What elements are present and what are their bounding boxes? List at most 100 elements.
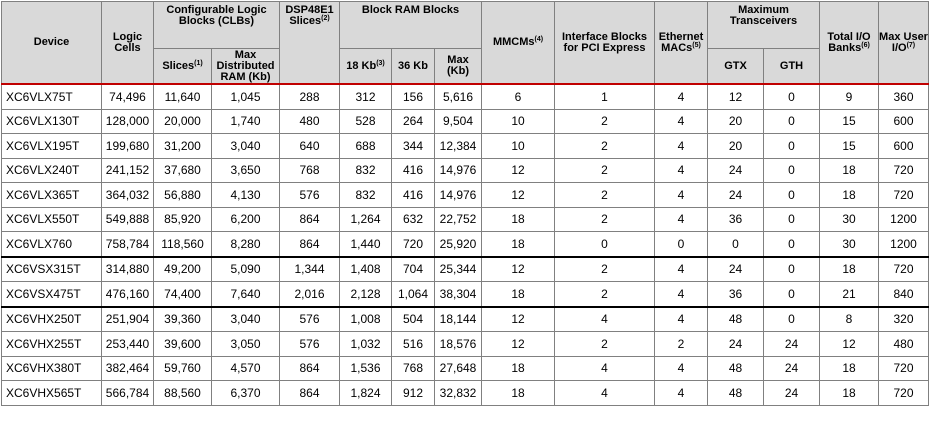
cell-slices: 49,200	[153, 255, 212, 282]
cell-pcie-blocks: 2	[554, 331, 655, 357]
cell-dsp-slices: 640	[279, 133, 340, 159]
cell-device: XC6VLX75T	[1, 83, 102, 110]
cell-device: XC6VHX565T	[1, 380, 102, 406]
cell-bram-18kb: 688	[339, 133, 392, 159]
cell-mmcms: 10	[481, 108, 555, 134]
col-ethernet-macs: Ethernet MACs(5)	[654, 1, 708, 85]
cell-gtx: 12	[707, 83, 764, 110]
cell-bram-18kb: 1,536	[339, 355, 392, 381]
cell-ethernet-macs: 4	[654, 281, 708, 307]
virtex6-device-table: Device Logic Cells Configurable Logic Bl…	[1, 1, 929, 406]
cell-max-dist-ram: 6,200	[211, 206, 280, 232]
cell-device: XC6VHX380T	[1, 355, 102, 381]
table-row: XC6VSX475T 476,160 74,400 7,640 2,016 2,128 1,…	[1, 281, 929, 307]
cell-pcie-blocks: 2	[554, 108, 655, 134]
table-row: XC6VLX550T 549,888 85,920 6,200 864 1,264 632 2…	[1, 206, 929, 232]
cell-dsp-slices: 2,016	[279, 281, 340, 307]
cell-bram-18kb: 1,824	[339, 380, 392, 406]
cell-max-dist-ram: 3,650	[211, 157, 280, 183]
cell-gtx: 36	[707, 206, 764, 232]
table-row: XC6VLX240T 241,152 37,680 3,650 768 832 416 14,…	[1, 157, 929, 183]
col-device: Device	[1, 1, 102, 85]
cell-bram-36kb: 704	[391, 255, 435, 282]
cell-gtx: 20	[707, 133, 764, 159]
col-max-user-io: Max User I/O(7)	[878, 1, 929, 85]
cell-slices: 59,760	[153, 355, 212, 381]
cell-gtx: 20	[707, 108, 764, 134]
col-io-banks: Total I/O Banks(6)	[819, 1, 880, 85]
cell-ethernet-macs: 4	[654, 83, 708, 110]
cell-max-dist-ram: 7,640	[211, 281, 280, 307]
cell-gtx: 36	[707, 281, 764, 307]
cell-logic-cells: 382,464	[101, 355, 154, 381]
cell-bram-18kb: 1,032	[339, 331, 392, 357]
cell-pcie-blocks: 4	[554, 380, 655, 406]
cell-ethernet-macs: 4	[654, 108, 708, 134]
cell-device: XC6VLX760	[1, 231, 102, 257]
cell-device: XC6VLX240T	[1, 157, 102, 183]
col-group-transceivers: Maximum Transceivers	[706, 1, 821, 49]
cell-max-dist-ram: 6,370	[211, 380, 280, 406]
cell-bram-max: 14,976	[434, 182, 482, 208]
cell-gth: 0	[762, 206, 821, 232]
cell-ethernet-macs: 4	[654, 182, 708, 208]
cell-bram-36kb: 768	[391, 355, 435, 381]
cell-slices: 31,200	[153, 133, 212, 159]
cell-bram-max: 22,752	[434, 206, 482, 232]
cell-logic-cells: 199,680	[101, 133, 154, 159]
cell-max-dist-ram: 3,040	[211, 133, 280, 159]
cell-bram-max: 25,920	[434, 231, 482, 257]
cell-slices: 20,000	[153, 108, 212, 134]
table-row: XC6VHX250T 251,904 39,360 3,040 576 1,008 504 1…	[1, 305, 929, 332]
cell-ethernet-macs: 4	[654, 380, 708, 406]
cell-bram-36kb: 912	[391, 380, 435, 406]
col-gtx: GTX	[707, 48, 764, 85]
cell-bram-18kb: 1,008	[339, 305, 392, 332]
cell-ethernet-macs: 4	[654, 206, 708, 232]
cell-gtx: 24	[707, 255, 764, 282]
cell-max-dist-ram: 4,130	[211, 182, 280, 208]
cell-device: XC6VSX475T	[1, 281, 102, 307]
cell-max-user-io: 720	[878, 355, 929, 381]
cell-gth: 0	[762, 83, 821, 110]
cell-mmcms: 12	[481, 305, 555, 332]
cell-io-banks: 12	[819, 331, 880, 357]
cell-mmcms: 12	[481, 331, 555, 357]
table-row: XC6VLX760 758,784 118,560 8,280 864 1,440 720 2…	[1, 231, 929, 257]
cell-device: XC6VLX365T	[1, 182, 102, 208]
cell-io-banks: 8	[819, 305, 880, 332]
cell-logic-cells: 549,888	[101, 206, 154, 232]
cell-gtx: 0	[707, 231, 764, 257]
cell-io-banks: 15	[819, 108, 880, 134]
cell-max-user-io: 720	[878, 157, 929, 183]
cell-io-banks: 18	[819, 157, 880, 183]
cell-pcie-blocks: 0	[554, 231, 655, 257]
cell-ethernet-macs: 4	[654, 255, 708, 282]
cell-pcie-blocks: 4	[554, 355, 655, 381]
table-row: XC6VHX565T 566,784 88,560 6,370 864 1,824 912 3…	[1, 380, 929, 406]
cell-max-user-io: 320	[878, 305, 929, 332]
col-group-bram: Block RAM Blocks	[339, 1, 482, 49]
cell-bram-max: 27,648	[434, 355, 482, 381]
cell-dsp-slices: 576	[279, 182, 340, 208]
cell-mmcms: 18	[481, 281, 555, 307]
table-row: XC6VHX255T 253,440 39,600 3,050 576 1,032 516 1…	[1, 331, 929, 357]
cell-pcie-blocks: 2	[554, 133, 655, 159]
cell-gtx: 24	[707, 182, 764, 208]
cell-slices: 88,560	[153, 380, 212, 406]
col-dsp-slices: DSP48E1 Slices(2)	[279, 1, 340, 85]
cell-slices: 85,920	[153, 206, 212, 232]
col-pcie-blocks: Interface Blocks for PCI Express	[554, 1, 655, 85]
cell-bram-max: 14,976	[434, 157, 482, 183]
cell-dsp-slices: 288	[279, 83, 340, 110]
cell-max-user-io: 840	[878, 281, 929, 307]
cell-bram-max: 38,304	[434, 281, 482, 307]
cell-gth: 24	[762, 355, 821, 381]
cell-logic-cells: 314,880	[101, 255, 154, 282]
cell-max-dist-ram: 3,040	[211, 305, 280, 332]
cell-pcie-blocks: 1	[554, 83, 655, 110]
cell-bram-18kb: 528	[339, 108, 392, 134]
cell-ethernet-macs: 4	[654, 305, 708, 332]
col-bram-18kb: 18 Kb(3)	[339, 48, 392, 85]
cell-bram-36kb: 504	[391, 305, 435, 332]
